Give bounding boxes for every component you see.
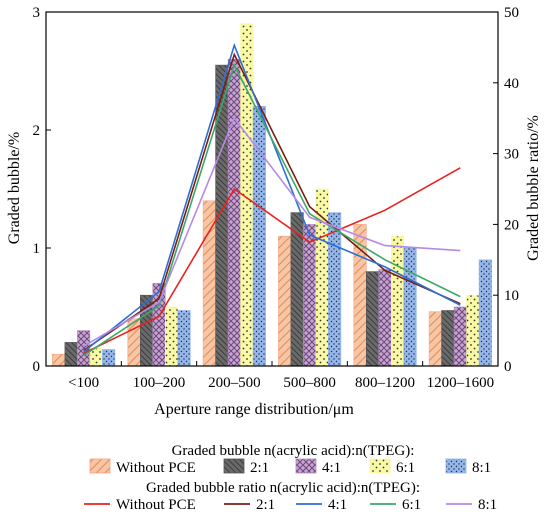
legend-line-label-1: Without PCE — [116, 497, 196, 513]
bar-3-6 — [453, 306, 467, 367]
y-tick-label: 3 — [33, 5, 41, 21]
bar-3-4 — [303, 224, 317, 367]
ratio-line-5 — [83, 116, 461, 347]
x-axis-title: Aperture range distribution/μm — [154, 401, 354, 418]
x-tick-label: 1200–1600 — [427, 375, 495, 391]
bar-1-4 — [278, 235, 292, 367]
bar-5-6 — [478, 259, 492, 367]
y2-axis-title: Graded bubble ratio/% — [525, 115, 542, 261]
legend-line-label-3: 4:1 — [328, 497, 347, 513]
bar-3-3 — [227, 58, 241, 367]
bar-legend-title: Graded bubble n(acrylic acid):n(TPEG): — [172, 443, 415, 459]
bar-2-5 — [365, 271, 380, 367]
bar-1-1 — [52, 353, 66, 367]
legend-bar-label-2: 2:1 — [250, 460, 269, 476]
y2-tick-label: 0 — [504, 359, 512, 375]
legend-bar-label-4: 6:1 — [396, 460, 415, 476]
legend-line-label-2: 2:1 — [256, 497, 275, 513]
legend-bar-swatch-3 — [295, 458, 317, 474]
legend-bar-label-1: Without PCE — [116, 460, 196, 476]
bar-2-1 — [64, 342, 78, 367]
y2-tick-label: 10 — [504, 288, 519, 304]
bar-5-5 — [403, 247, 417, 367]
ratio-line-4 — [83, 62, 461, 357]
ratio-line-2 — [83, 52, 461, 352]
y-tick-label: 2 — [33, 123, 41, 139]
bar-1-3 — [202, 200, 216, 367]
legend-bar-swatch-2 — [223, 458, 245, 474]
y2-tick-label: 30 — [504, 147, 519, 163]
bar-4-5 — [390, 235, 405, 367]
y2-tick-label: 40 — [504, 76, 519, 92]
bar-5-1 — [102, 349, 116, 367]
x-tick-label: 800–1200 — [355, 375, 415, 391]
y-axis-title: Graded bubble/% — [6, 132, 23, 244]
legend-bar-swatch-5 — [445, 458, 467, 474]
legend-line-label-5: 8:1 — [478, 497, 497, 513]
legend-bar-label-3: 4:1 — [322, 460, 341, 476]
y-tick-label: 1 — [33, 241, 41, 257]
line-legend-title: Graded bubble ratio n(acrylic acid):n(TP… — [146, 480, 420, 496]
bar-5-2 — [177, 310, 191, 367]
y-tick-label: 0 — [33, 359, 41, 375]
legend-bar-label-5: 8:1 — [472, 460, 491, 476]
bar-4-2 — [165, 306, 179, 367]
y2-tick-label: 20 — [504, 217, 519, 233]
ratio-line-1 — [83, 167, 461, 355]
bar-4-6 — [466, 294, 480, 367]
x-tick-label: 200–500 — [208, 375, 261, 391]
x-tick-label: 100–200 — [133, 375, 186, 391]
legend-line-label-4: 6:1 — [402, 497, 421, 513]
x-tick-label: <100 — [68, 375, 99, 391]
y2-tick-label: 50 — [504, 5, 519, 21]
x-tick-label: 500–800 — [283, 375, 336, 391]
bar-4-4 — [315, 188, 329, 367]
legend: Without PCE 2:1 4:1 6:1 8:1 Without PCE 2:1 4:1… — [84, 458, 497, 513]
bar-3-5 — [378, 268, 392, 367]
bar-1-6 — [428, 311, 442, 367]
legend-bar-swatch-4 — [369, 458, 391, 474]
bar-5-4 — [328, 212, 342, 367]
bar-2-6 — [441, 310, 455, 367]
legend-bar-swatch-1 — [89, 458, 111, 474]
